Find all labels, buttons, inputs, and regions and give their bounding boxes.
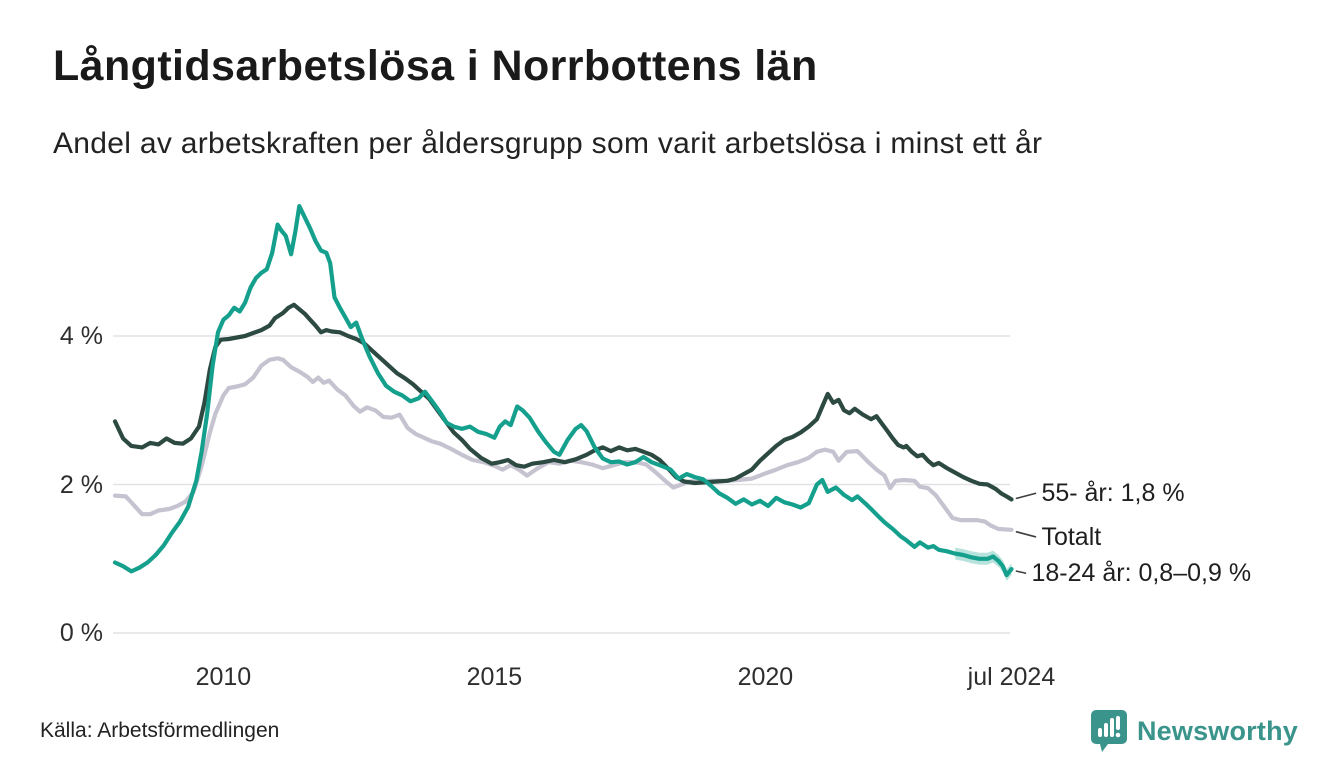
x-tick-label-2010: 2010 (195, 663, 252, 691)
label-connector-stotal (1015, 530, 1037, 538)
y-tick-label-4: 4 % (59, 322, 103, 350)
label-connector-s55 (1015, 492, 1037, 500)
brand-wordmark: Newsworthy (1136, 715, 1298, 746)
series-line-Totalt (112, 356, 1014, 532)
x-tick-label-2015: 2015 (466, 663, 523, 691)
y-tick-label-0: 0 % (59, 619, 103, 647)
series-end-label-stotal: Totalt (1041, 522, 1102, 551)
series-lines (112, 204, 1014, 578)
series-end-label-s55: 55- år: 1,8 % (1041, 479, 1185, 508)
series-line-18-24-år (112, 204, 1014, 578)
label-connectors (1015, 492, 1037, 574)
series-end-label-s1824: 18-24 år: 0,8–0,9 % (1031, 559, 1252, 588)
x-tick-label-2020: 2020 (737, 663, 794, 691)
x-tick-label-jul-2024: jul 2024 (967, 663, 1056, 691)
page-subtitle: Andel av arbetskraften per åldersgrupp s… (53, 127, 1043, 160)
newsworthy-logo-icon (1090, 709, 1128, 753)
source-note: Källa: Arbetsförmedlingen (40, 719, 280, 742)
brand-lockup: Newsworthy (1090, 708, 1298, 754)
series-line-55--år (112, 302, 1014, 502)
y-tick-label-2: 2 % (59, 470, 103, 499)
page-title: Långtidsarbetslösa i Norrbottens län (53, 42, 818, 90)
label-connector-s1824 (1015, 570, 1027, 574)
gridlines (113, 335, 1010, 634)
